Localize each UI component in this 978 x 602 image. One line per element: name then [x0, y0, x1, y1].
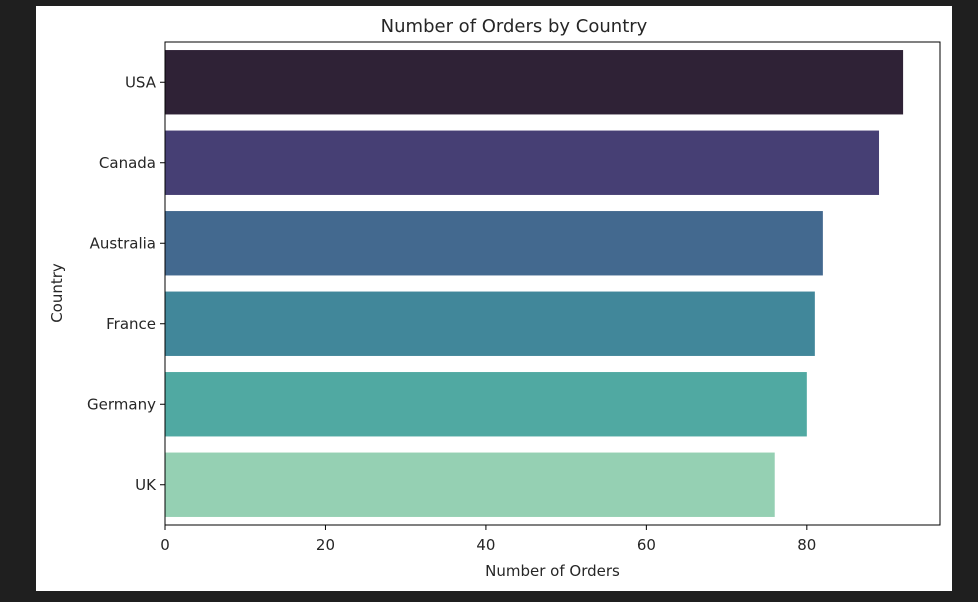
bar-australia	[165, 211, 823, 276]
y-tick-label: France	[106, 315, 156, 333]
x-axis-label: Number of Orders	[485, 562, 620, 580]
y-tick-label: USA	[125, 73, 157, 91]
y-tick-label: Germany	[87, 395, 156, 413]
bar-uk	[165, 452, 775, 517]
y-tick-label: UK	[135, 476, 157, 494]
x-tick-label: 40	[476, 536, 495, 554]
y-axis-label: Country	[48, 263, 66, 323]
chart-figure: Number of Orders by Country USA Canada Aus…	[36, 6, 952, 591]
bar-germany	[165, 372, 807, 437]
plot-area-frame	[164, 41, 941, 526]
bar-chart: Number of Orders by Country USA Canada Aus…	[48, 16, 941, 580]
bar-canada	[165, 130, 880, 195]
bar-usa	[165, 50, 904, 115]
chart-title: Number of Orders by Country	[381, 16, 648, 37]
y-tick-label: Canada	[99, 154, 156, 172]
x-tick-label: 80	[797, 536, 816, 554]
y-tick-label: Australia	[90, 234, 156, 252]
x-tick-label: 60	[637, 536, 656, 554]
x-tick-label: 0	[160, 536, 170, 554]
bar-france	[165, 291, 815, 356]
x-tick-label: 20	[316, 536, 335, 554]
